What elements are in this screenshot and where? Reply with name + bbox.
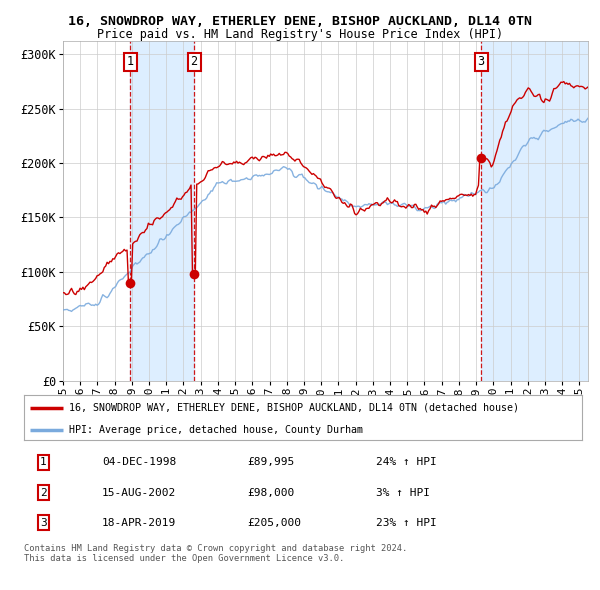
Text: £89,995: £89,995 bbox=[247, 457, 295, 467]
Bar bbox=[481, 41, 588, 381]
Text: 15-AUG-2002: 15-AUG-2002 bbox=[102, 488, 176, 497]
Text: 1: 1 bbox=[127, 55, 134, 68]
Bar bbox=[130, 41, 194, 381]
Text: Contains HM Land Registry data © Crown copyright and database right 2024.
This d: Contains HM Land Registry data © Crown c… bbox=[24, 544, 407, 563]
Text: 23% ↑ HPI: 23% ↑ HPI bbox=[376, 518, 436, 528]
Text: HPI: Average price, detached house, County Durham: HPI: Average price, detached house, Coun… bbox=[68, 425, 362, 435]
Text: 2: 2 bbox=[40, 488, 47, 497]
Text: 1: 1 bbox=[40, 457, 47, 467]
Text: 3: 3 bbox=[478, 55, 485, 68]
Text: 3: 3 bbox=[40, 518, 47, 528]
Text: £205,000: £205,000 bbox=[247, 518, 301, 528]
Text: 3% ↑ HPI: 3% ↑ HPI bbox=[376, 488, 430, 497]
Text: 24% ↑ HPI: 24% ↑ HPI bbox=[376, 457, 436, 467]
Text: 16, SNOWDROP WAY, ETHERLEY DENE, BISHOP AUCKLAND, DL14 0TN: 16, SNOWDROP WAY, ETHERLEY DENE, BISHOP … bbox=[68, 15, 532, 28]
Text: 04-DEC-1998: 04-DEC-1998 bbox=[102, 457, 176, 467]
Text: Price paid vs. HM Land Registry's House Price Index (HPI): Price paid vs. HM Land Registry's House … bbox=[97, 28, 503, 41]
Text: £98,000: £98,000 bbox=[247, 488, 295, 497]
Text: 16, SNOWDROP WAY, ETHERLEY DENE, BISHOP AUCKLAND, DL14 0TN (detached house): 16, SNOWDROP WAY, ETHERLEY DENE, BISHOP … bbox=[68, 403, 518, 412]
Text: 18-APR-2019: 18-APR-2019 bbox=[102, 518, 176, 528]
Text: 2: 2 bbox=[191, 55, 198, 68]
